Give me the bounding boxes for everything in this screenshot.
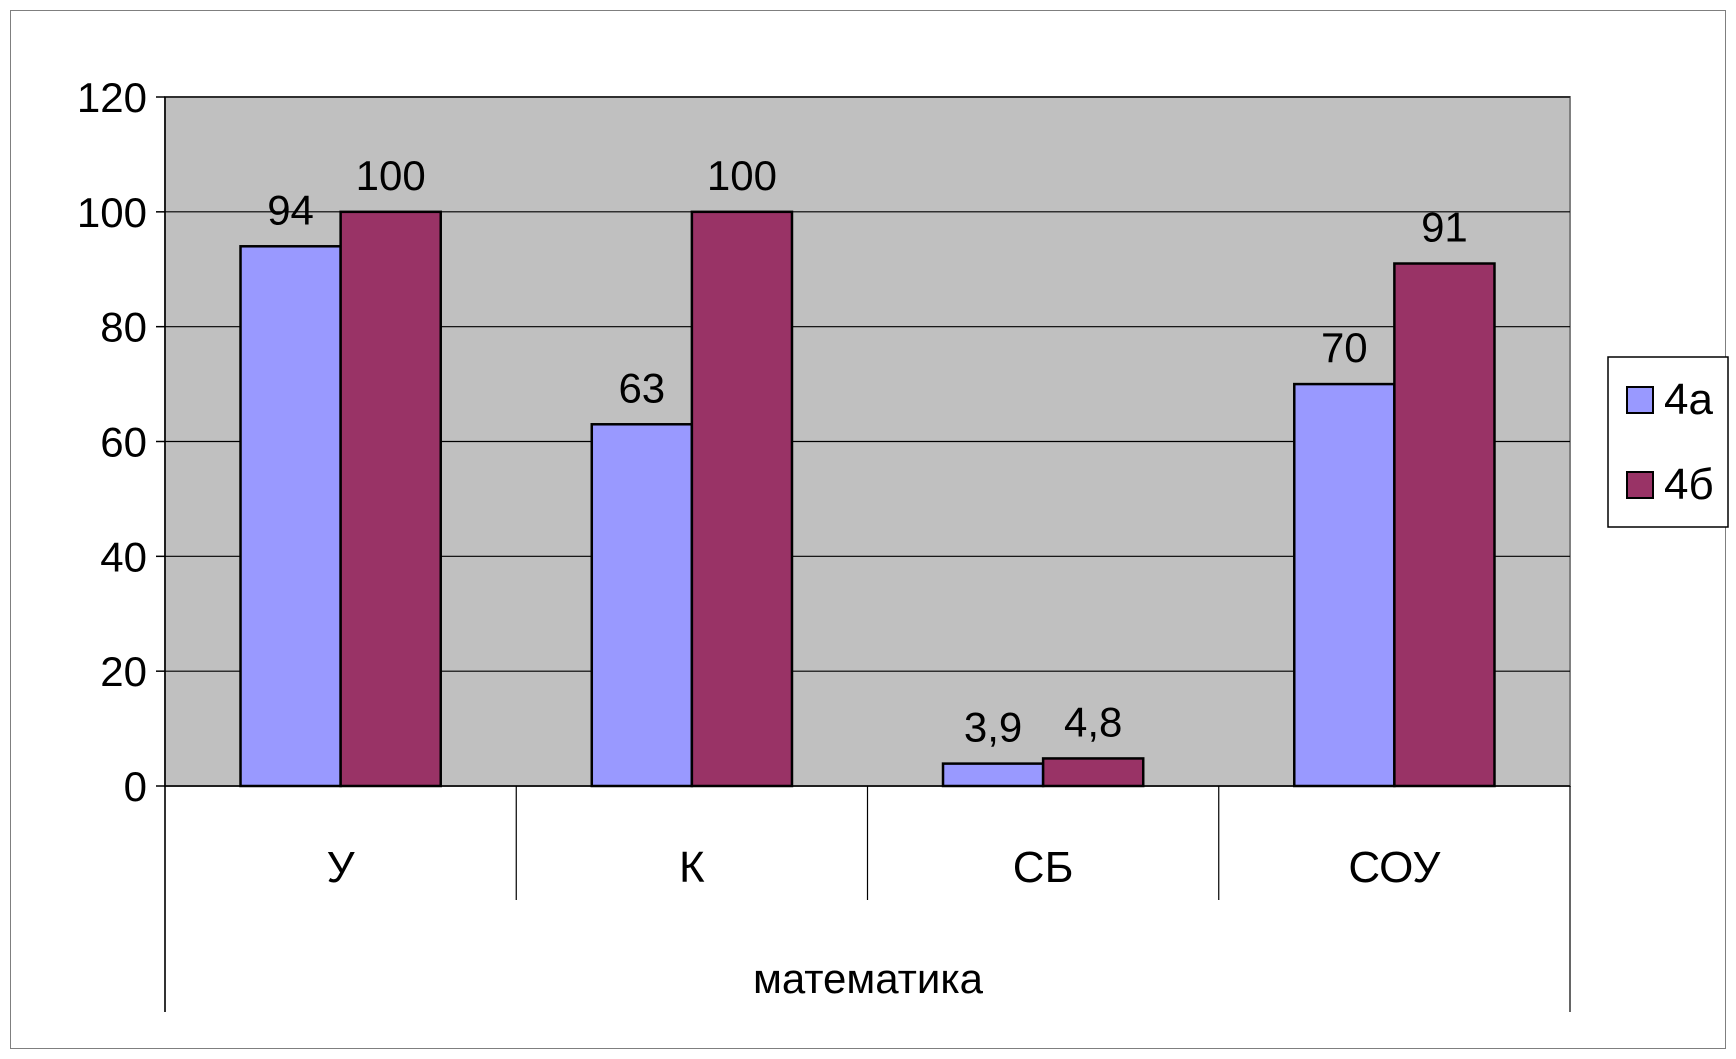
data-label: 91 xyxy=(1421,204,1468,251)
data-label: 100 xyxy=(356,152,426,199)
bar-4а-СОУ xyxy=(1293,382,1396,788)
legend-swatch xyxy=(1626,386,1654,414)
bar-4а-СБ xyxy=(941,762,1045,788)
data-labels: 94 63 3,9 70 100 100 4,8 91 xyxy=(267,152,1468,751)
y-tick-label: 60 xyxy=(100,419,147,466)
y-axis-tick-labels: 0 20 40 60 80 100 120 xyxy=(77,74,147,810)
x-category-label: СБ xyxy=(1013,843,1074,892)
bars xyxy=(239,210,1496,788)
legend-label: 4а xyxy=(1664,375,1713,424)
data-label: 3,9 xyxy=(964,704,1022,751)
y-tick-label: 80 xyxy=(100,304,147,351)
data-label: 94 xyxy=(267,186,314,233)
legend-label: 4б xyxy=(1664,460,1714,509)
bar-4а-К xyxy=(590,423,694,788)
x-axis-category-labels: У К СБ СОУ xyxy=(327,843,1442,892)
bar-4б-У xyxy=(339,210,442,788)
x-axis-group-label: математика xyxy=(753,955,984,1002)
y-tick-label: 40 xyxy=(100,533,147,580)
bar-4б-К xyxy=(690,210,794,788)
y-tick-label: 120 xyxy=(77,74,147,121)
data-label: 4,8 xyxy=(1064,698,1122,745)
legend-swatch xyxy=(1626,471,1654,499)
bar-4а-У xyxy=(239,245,342,788)
data-label: 63 xyxy=(618,364,665,411)
data-label: 100 xyxy=(707,152,777,199)
x-category-label: У xyxy=(327,843,356,892)
x-category-label: СОУ xyxy=(1348,843,1441,892)
y-tick-label: 0 xyxy=(124,763,147,810)
x-category-label: К xyxy=(679,843,705,892)
bar-4б-СБ xyxy=(1041,757,1145,788)
data-label: 70 xyxy=(1321,324,1368,371)
y-tick-label: 20 xyxy=(100,648,147,695)
bar-4б-СОУ xyxy=(1393,262,1496,788)
axes xyxy=(156,96,1571,1012)
y-tick-label: 100 xyxy=(77,189,147,236)
legend: 4а 4б xyxy=(1607,356,1729,528)
